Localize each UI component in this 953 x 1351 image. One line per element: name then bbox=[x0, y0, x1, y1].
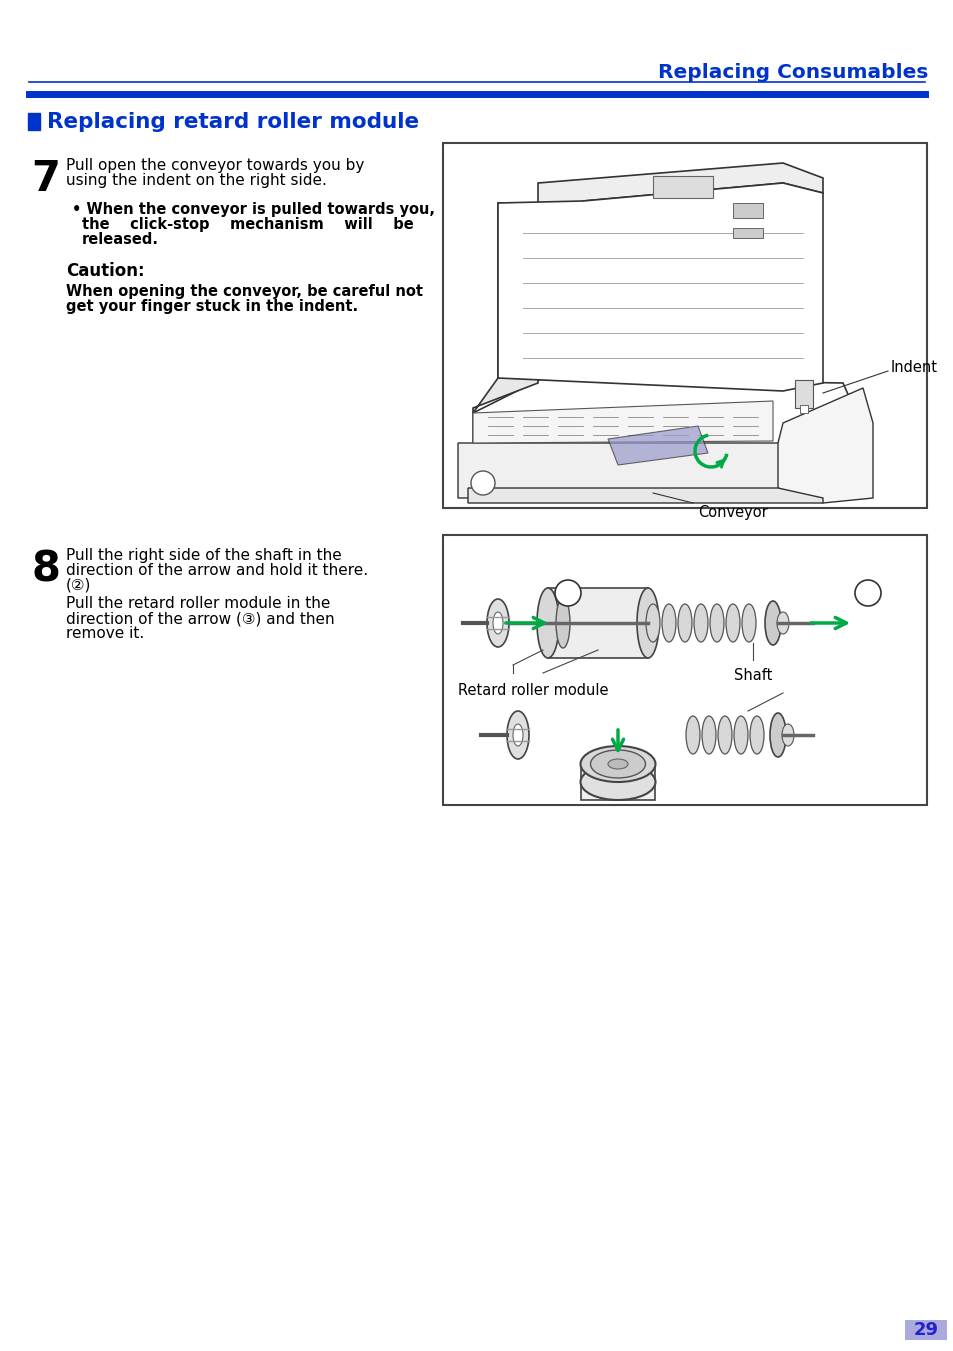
Bar bbox=[28, 113, 40, 130]
Ellipse shape bbox=[764, 601, 781, 644]
Text: the    click-stop    mechanism    will    be: the click-stop mechanism will be bbox=[82, 218, 414, 232]
Text: 1: 1 bbox=[862, 586, 872, 600]
Text: Pull open the conveyor towards you by: Pull open the conveyor towards you by bbox=[66, 158, 364, 173]
Bar bbox=[442, 143, 926, 508]
Ellipse shape bbox=[693, 604, 707, 642]
Ellipse shape bbox=[685, 716, 700, 754]
Ellipse shape bbox=[769, 713, 785, 757]
Ellipse shape bbox=[645, 604, 659, 642]
Bar bbox=[547, 588, 647, 658]
Ellipse shape bbox=[486, 598, 509, 647]
Polygon shape bbox=[457, 399, 862, 499]
Text: Retard roller module: Retard roller module bbox=[457, 684, 608, 698]
Bar bbox=[442, 535, 926, 805]
Text: (②): (②) bbox=[66, 578, 91, 593]
Ellipse shape bbox=[776, 612, 788, 634]
Text: remove it.: remove it. bbox=[66, 626, 144, 640]
Polygon shape bbox=[473, 203, 537, 413]
Bar bbox=[732, 228, 762, 238]
Text: using the indent on the right side.: using the indent on the right side. bbox=[66, 173, 327, 188]
Text: Replacing Consumables: Replacing Consumables bbox=[657, 62, 927, 81]
Text: Conveyor: Conveyor bbox=[698, 505, 767, 520]
Bar bbox=[652, 176, 712, 199]
Ellipse shape bbox=[556, 598, 569, 648]
Ellipse shape bbox=[506, 711, 529, 759]
Bar bbox=[800, 405, 807, 413]
Polygon shape bbox=[473, 378, 862, 488]
Ellipse shape bbox=[709, 604, 723, 642]
Text: Pull the right side of the shaft in the: Pull the right side of the shaft in the bbox=[66, 549, 341, 563]
Polygon shape bbox=[537, 163, 822, 205]
Text: 2: 2 bbox=[563, 586, 572, 600]
Text: direction of the arrow (③) and then: direction of the arrow (③) and then bbox=[66, 611, 335, 626]
Text: released.: released. bbox=[82, 232, 159, 247]
Text: 29: 29 bbox=[913, 1321, 938, 1339]
Ellipse shape bbox=[741, 604, 755, 642]
Text: When opening the conveyor, be careful not: When opening the conveyor, be careful no… bbox=[66, 284, 422, 299]
Text: 7: 7 bbox=[30, 158, 60, 200]
Bar bbox=[794, 380, 812, 408]
Ellipse shape bbox=[537, 588, 558, 658]
Ellipse shape bbox=[607, 759, 627, 769]
Text: Shaft: Shaft bbox=[733, 667, 771, 684]
Ellipse shape bbox=[493, 612, 502, 634]
Text: Replacing retard roller module: Replacing retard roller module bbox=[47, 112, 418, 132]
Ellipse shape bbox=[781, 724, 793, 746]
Bar bbox=[732, 203, 762, 218]
Ellipse shape bbox=[701, 716, 716, 754]
Polygon shape bbox=[778, 388, 872, 503]
Text: Caution:: Caution: bbox=[66, 262, 145, 280]
Ellipse shape bbox=[590, 750, 645, 778]
Text: direction of the arrow and hold it there.: direction of the arrow and hold it there… bbox=[66, 563, 368, 578]
Ellipse shape bbox=[513, 724, 522, 746]
Ellipse shape bbox=[749, 716, 763, 754]
Polygon shape bbox=[607, 426, 707, 465]
Ellipse shape bbox=[718, 716, 731, 754]
Circle shape bbox=[471, 471, 495, 494]
Ellipse shape bbox=[637, 588, 659, 658]
Polygon shape bbox=[497, 182, 822, 390]
FancyBboxPatch shape bbox=[904, 1320, 946, 1340]
Text: get your finger stuck in the indent.: get your finger stuck in the indent. bbox=[66, 299, 357, 313]
Text: • When the conveyor is pulled towards you,: • When the conveyor is pulled towards yo… bbox=[71, 203, 435, 218]
Polygon shape bbox=[468, 488, 822, 503]
Ellipse shape bbox=[579, 746, 655, 782]
Bar bbox=[580, 765, 655, 800]
Ellipse shape bbox=[579, 765, 655, 800]
Circle shape bbox=[555, 580, 580, 607]
Text: Indent: Indent bbox=[890, 359, 937, 374]
Text: 8: 8 bbox=[30, 549, 60, 590]
Text: Pull the retard roller module in the: Pull the retard roller module in the bbox=[66, 596, 330, 611]
Ellipse shape bbox=[733, 716, 747, 754]
Ellipse shape bbox=[725, 604, 740, 642]
Circle shape bbox=[854, 580, 880, 607]
Ellipse shape bbox=[661, 604, 676, 642]
Polygon shape bbox=[473, 401, 772, 443]
Ellipse shape bbox=[678, 604, 691, 642]
